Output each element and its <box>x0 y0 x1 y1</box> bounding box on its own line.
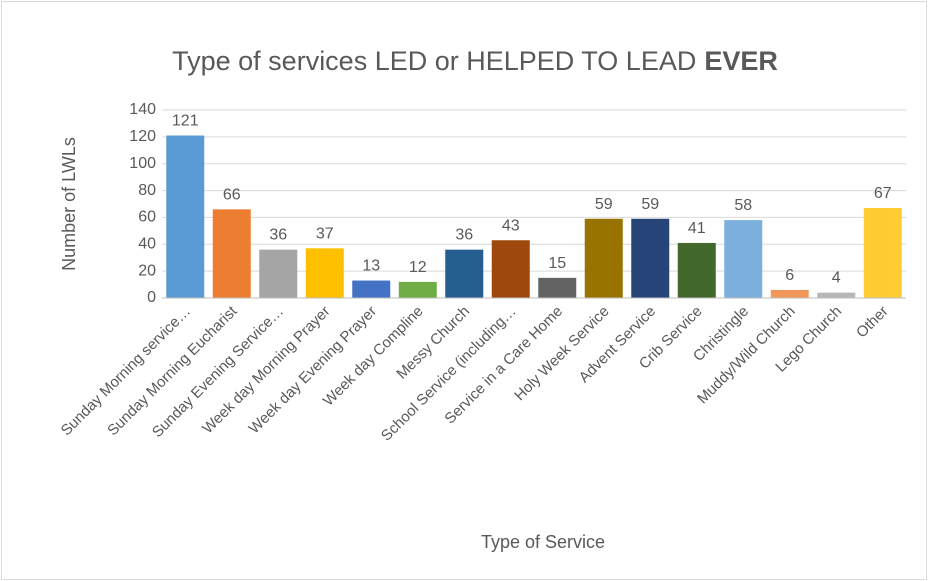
value-label: 58 <box>734 197 752 214</box>
y-tick-label: 60 <box>138 209 156 226</box>
y-tick-label: 0 <box>147 289 156 306</box>
title-bold-part: EVER <box>704 46 778 76</box>
y-tick-label: 20 <box>138 262 156 279</box>
bar <box>491 240 530 298</box>
bar <box>166 135 205 298</box>
x-axis-title: Type of Service <box>481 532 605 552</box>
value-label: 43 <box>502 217 520 234</box>
bars <box>166 135 902 298</box>
title-part: Type of services LED or HELPED TO LEAD <box>172 46 696 76</box>
value-label: 59 <box>641 196 659 213</box>
value-label: 13 <box>362 258 380 275</box>
value-label: 36 <box>269 227 287 244</box>
value-label: 59 <box>595 196 613 213</box>
bar <box>817 292 856 298</box>
bar <box>770 289 809 298</box>
y-tick-label: 100 <box>129 155 156 172</box>
bar <box>352 280 391 298</box>
bar <box>445 249 484 298</box>
bar <box>538 277 577 298</box>
value-label: 37 <box>316 225 334 242</box>
bar <box>631 218 670 298</box>
value-label: 41 <box>688 220 706 237</box>
value-label: 66 <box>223 186 241 203</box>
y-tick-label: 40 <box>138 236 156 253</box>
bar <box>584 218 623 298</box>
bar <box>305 248 344 298</box>
value-label: 15 <box>548 255 566 272</box>
value-label: 6 <box>785 267 794 284</box>
y-axis-title: Number of LWLs <box>59 137 79 271</box>
value-label: 36 <box>455 227 473 244</box>
bar <box>398 281 437 298</box>
y-tick-label: 80 <box>138 182 156 199</box>
value-label: 121 <box>172 113 199 130</box>
value-label: 12 <box>409 259 427 276</box>
bar <box>259 249 298 298</box>
bar <box>724 220 763 298</box>
y-tick-label: 120 <box>129 128 156 145</box>
bar <box>677 242 716 298</box>
bar <box>863 208 902 298</box>
y-tick-label: 140 <box>129 101 156 118</box>
value-label: 67 <box>874 185 892 202</box>
bar <box>212 209 251 298</box>
chart-title: Type of services LED or HELPED TO LEAD EV… <box>172 46 778 76</box>
value-label: 4 <box>832 270 841 287</box>
